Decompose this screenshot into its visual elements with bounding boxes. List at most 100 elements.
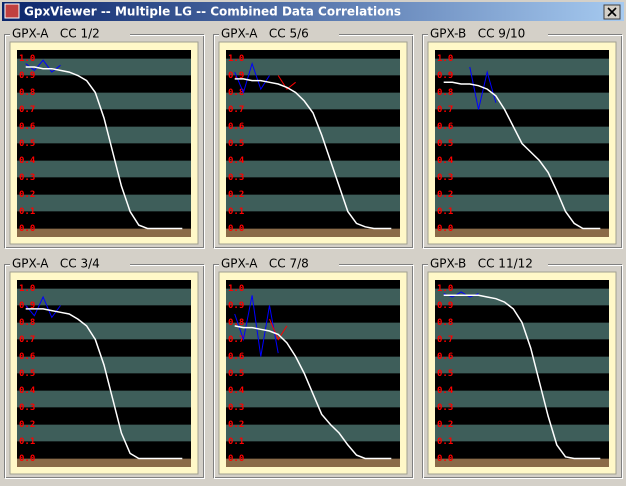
y-tick-label: 0.5: [437, 139, 453, 149]
y-tick-label: 0.9: [228, 301, 244, 311]
panel-title: GPX-B CC 9/10: [430, 27, 525, 41]
y-tick-label: 1.0: [228, 284, 244, 294]
y-tick-label: 0.3: [437, 173, 453, 183]
y-tick-label: 0.6: [228, 352, 244, 362]
y-tick-label: 0.8: [437, 88, 453, 98]
y-tick-label: 0.1: [19, 437, 35, 447]
grid-band: [17, 92, 191, 110]
window-title: GpxViewer -- Multiple LG -- Combined Dat…: [24, 5, 401, 19]
y-tick-label: 0.0: [437, 454, 453, 464]
y-tick-label: 0.8: [19, 318, 35, 328]
y-tick-label: 0.9: [19, 71, 35, 81]
y-tick-label: 0.2: [437, 190, 453, 200]
title-bg: [219, 257, 339, 271]
y-tick-label: 0.1: [228, 207, 244, 217]
grid-band: [17, 288, 191, 306]
grid-band: [17, 160, 191, 178]
panel-title: GPX-A CC 3/4: [12, 257, 100, 271]
y-tick-label: 0.3: [228, 403, 244, 413]
y-tick-label: 0.1: [437, 207, 453, 217]
floor: [17, 458, 191, 467]
y-tick-label: 0.4: [437, 386, 454, 396]
grid-band: [226, 58, 400, 76]
y-tick-label: 0.4: [228, 156, 245, 166]
y-tick-label: 0.0: [228, 454, 244, 464]
y-tick-label: 0.5: [228, 139, 244, 149]
y-tick-label: 0.9: [19, 301, 35, 311]
curve: [269, 318, 288, 341]
y-tick-label: 0.4: [437, 156, 454, 166]
y-tick-label: 1.0: [228, 54, 244, 64]
y-tick-label: 0.2: [437, 420, 453, 430]
curve: [234, 61, 270, 94]
floor: [435, 458, 609, 467]
y-tick-label: 0.7: [19, 335, 35, 345]
grid-band: [226, 322, 400, 340]
y-tick-label: 0.6: [437, 122, 453, 132]
panel-title: GPX-B CC 11/12: [430, 257, 533, 271]
grid-band: [435, 126, 609, 144]
grid-band: [226, 126, 400, 144]
y-tick-label: 0.7: [228, 105, 244, 115]
grid-band: [226, 424, 400, 442]
y-tick-label: 0.2: [19, 190, 35, 200]
y-tick-label: 0.7: [228, 335, 244, 345]
y-tick-label: 0.5: [19, 139, 35, 149]
floor: [17, 228, 191, 237]
curve: [25, 295, 61, 319]
grid-band: [435, 194, 609, 212]
y-tick-label: 0.3: [19, 403, 35, 413]
y-tick-label: 0.5: [437, 369, 453, 379]
y-tick-label: 0.3: [19, 173, 35, 183]
y-tick-label: 0.8: [19, 88, 35, 98]
floor: [226, 458, 400, 467]
y-tick-label: 0.7: [19, 105, 35, 115]
grid-band: [226, 356, 400, 374]
grid-band: [435, 92, 609, 110]
y-tick-label: 1.0: [437, 284, 453, 294]
panel: GPX-A CC 7/8 0.0 0.1 0.2 0.3 0.4 0.5 0.6 0.7 0.8 0…: [213, 257, 414, 479]
y-tick-label: 0.4: [19, 156, 36, 166]
curve: [25, 308, 183, 460]
y-tick-label: 0.5: [19, 369, 35, 379]
grid-band: [435, 160, 609, 178]
curve: [234, 325, 392, 460]
grid-band: [17, 322, 191, 340]
panel-title: GPX-A CC 7/8: [221, 257, 309, 271]
grid-band: [435, 322, 609, 340]
y-tick-label: 0.0: [19, 454, 35, 464]
y-tick-label: 0.6: [19, 122, 35, 132]
y-tick-label: 0.6: [228, 122, 244, 132]
grid-band: [226, 390, 400, 408]
curve: [443, 81, 601, 230]
curve: [234, 78, 392, 230]
y-tick-label: 0.8: [437, 318, 453, 328]
y-tick-label: 0.0: [228, 224, 244, 234]
grid-band: [226, 160, 400, 178]
grid-band: [17, 424, 191, 442]
grid-band: [226, 194, 400, 212]
curve: [25, 66, 183, 230]
y-tick-label: 0.1: [437, 437, 453, 447]
title-bg: [219, 27, 339, 41]
grid-band: [226, 92, 400, 110]
curve: [443, 294, 601, 460]
grid-band: [226, 288, 400, 306]
panel: GPX-A CC 1/2 0.0 0.1 0.2 0.3 0.4 0.5 0.6 0.7 0.8 0…: [4, 27, 205, 249]
title-bar: [2, 2, 624, 21]
panel: GPX-B CC 9/10 0.0 0.1 0.2 0.3 0.4 0.5 0.6 0.7 0.8…: [422, 27, 623, 249]
y-tick-label: 1.0: [437, 54, 453, 64]
y-tick-label: 0.2: [19, 420, 35, 430]
grid-band: [17, 58, 191, 76]
y-tick-label: 0.7: [437, 335, 453, 345]
title-bg: [428, 257, 548, 271]
y-tick-label: 0.9: [437, 301, 453, 311]
panel: GPX-A CC 3/4 0.0 0.1 0.2 0.3 0.4 0.5 0.6 0.7 0.8 0…: [4, 257, 205, 479]
y-tick-label: 0.2: [228, 190, 244, 200]
grid-band: [17, 194, 191, 212]
close-button[interactable]: [603, 4, 621, 20]
grid-band: [435, 288, 609, 306]
y-tick-label: 0.8: [228, 88, 244, 98]
